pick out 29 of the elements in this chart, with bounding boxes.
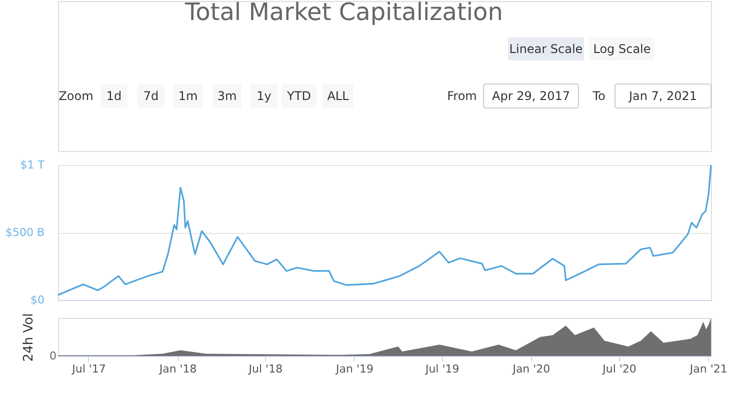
text: Log Scale [593, 42, 651, 56]
text: Linear Scale [509, 42, 583, 56]
text: ALL [327, 89, 350, 103]
x-tick-label: Jan '20 [512, 362, 550, 376]
y-tick-label: $0 [30, 294, 44, 306]
x-tick-label: Jan '18 [158, 362, 197, 376]
text: YTD [286, 89, 311, 103]
x-tick-label: Jul '19 [424, 362, 460, 376]
y-tick-label: $1 T [20, 158, 45, 172]
text: Apr 29, 2017 [492, 89, 570, 103]
chart-title: Total Market Capitalization [184, 0, 503, 26]
text: 0 [50, 350, 56, 362]
text: 3m [217, 89, 237, 103]
line-series [57, 164, 712, 296]
text: From [447, 89, 477, 103]
text: 7d [143, 89, 159, 103]
x-tick-label: Jan '19 [335, 362, 374, 376]
y-tick-label: $500 B [5, 226, 44, 239]
text: To [592, 89, 606, 103]
text: 1y [256, 89, 272, 103]
y-axis-title: 24h Vol [22, 313, 36, 362]
x-tick-label: Jul '18 [248, 362, 283, 376]
text: 1m [178, 89, 198, 103]
text: Jan 7, 2021 [628, 89, 698, 103]
x-tick-label: Jul '20 [602, 362, 636, 376]
text: Zoom [58, 89, 94, 103]
x-tick-label: Jan '21 [688, 362, 728, 376]
text: 1d [106, 89, 122, 103]
x-tick-label: Jul '17 [71, 362, 106, 376]
